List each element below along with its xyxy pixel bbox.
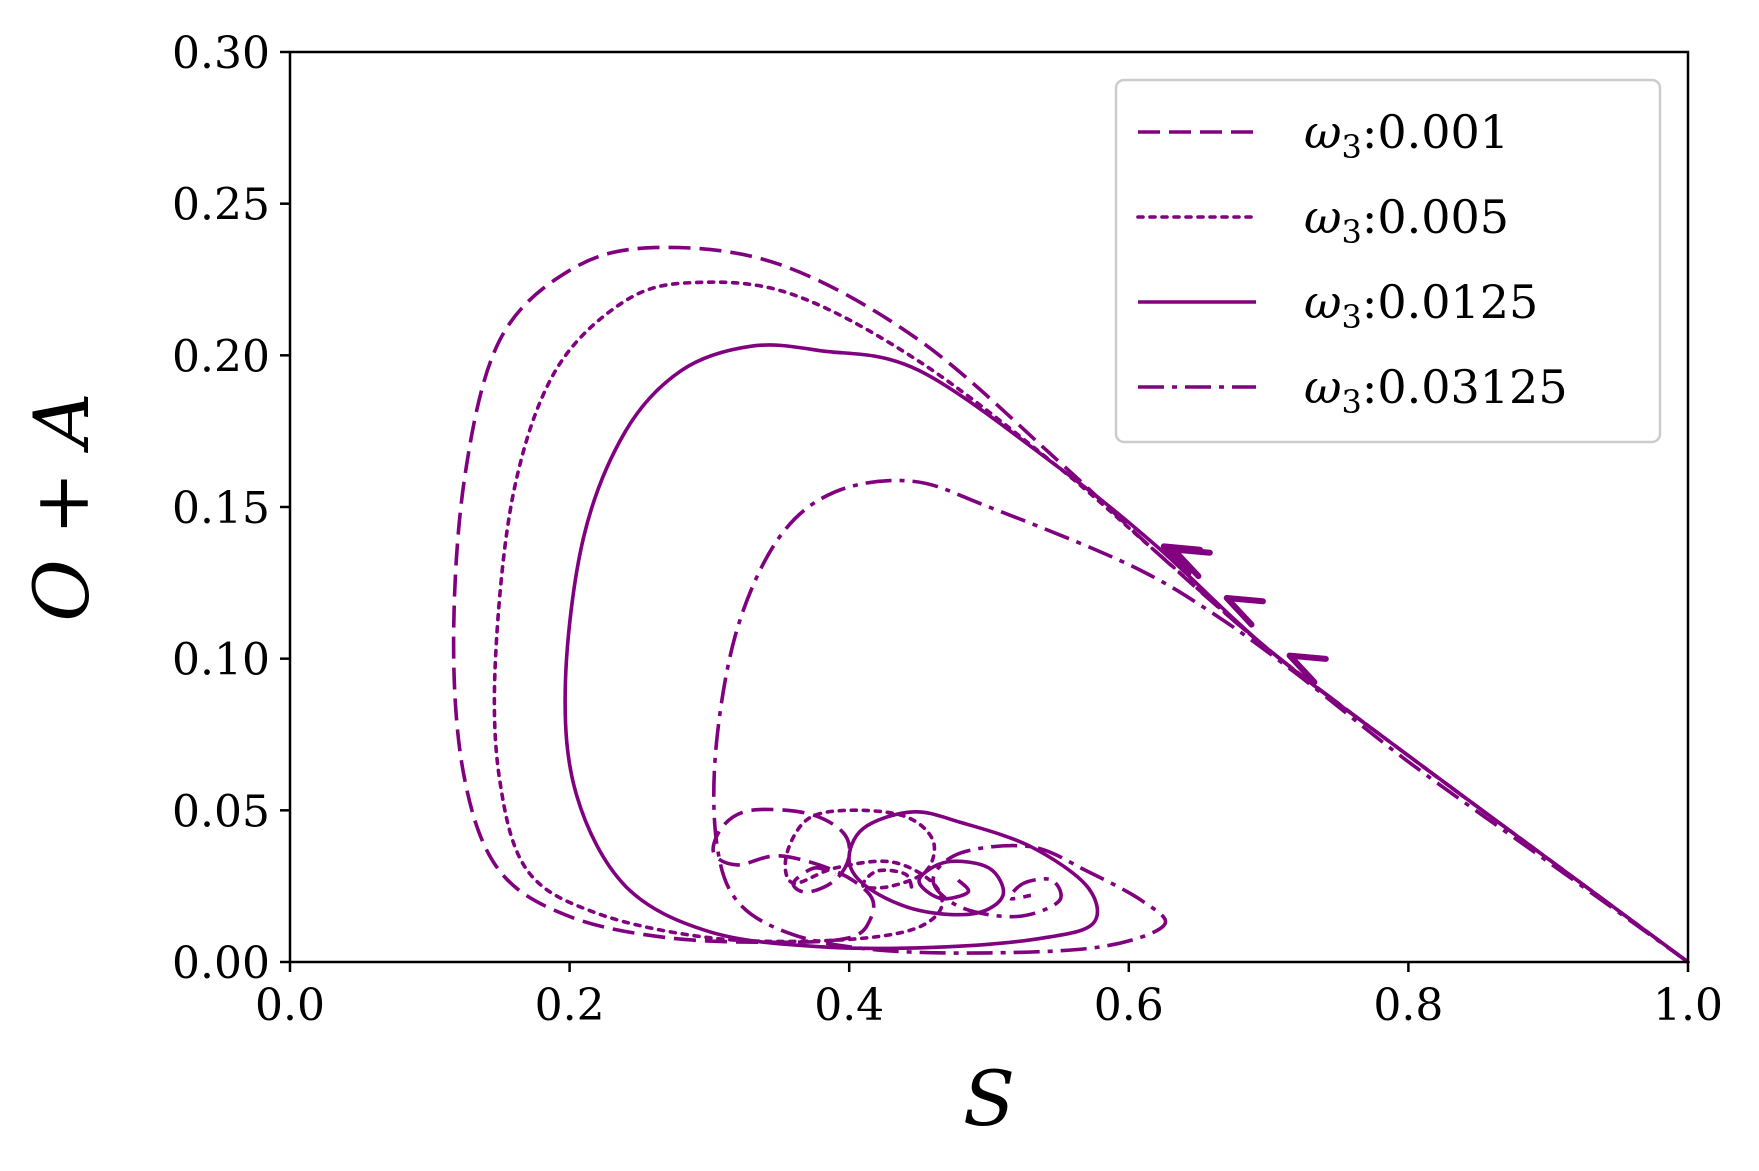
legend-label-3: ω3:0.03125 [1304,360,1568,421]
y-tick-label-1: 0.05 [172,786,270,837]
x-axis: 0.0 0.2 0.4 0.6 0.8 1.0 [255,962,1723,1031]
direction-arrow-3 [1286,652,1329,686]
legend-value-3: :0.03125 [1362,360,1568,414]
legend-value-1: :0.005 [1362,190,1509,244]
legend-value-0: :0.001 [1362,105,1509,159]
legend-symbol-2: ω [1304,275,1342,329]
y-tick-label-0: 0.00 [172,938,270,989]
legend-subscript-2: 3 [1342,298,1362,336]
y-tick-label-2: 0.10 [172,635,270,686]
legend-subscript-1: 3 [1342,213,1362,251]
legend-value-2: :0.0125 [1362,275,1538,329]
x-tick-label-1: 0.2 [535,980,605,1031]
y-tick-label-5: 0.25 [172,180,270,231]
x-tick-label-3: 0.6 [1094,980,1164,1031]
x-tick-label-2: 0.4 [814,980,884,1031]
legend-symbol-0: ω [1304,105,1342,159]
series-line-3 [711,478,1690,964]
arrows-layer [1160,543,1329,686]
legend-label-1: ω3:0.005 [1304,190,1509,251]
legend-label-2: ω3:0.0125 [1304,275,1538,336]
x-tick-label-4: 0.8 [1373,980,1443,1031]
y-axis: 0.00 0.05 0.10 0.15 0.20 0.25 0.30 [172,28,290,989]
y-tick-label-3: 0.15 [172,483,270,534]
series-line-1 [492,280,1690,964]
x-axis-label: S [963,1054,1015,1143]
legend-symbol-1: ω [1304,190,1342,244]
curves-layer [451,245,1690,964]
y-axis-label: O + A [17,392,106,621]
legend-subscript-0: 3 [1342,128,1362,166]
legend-box [1114,78,1662,444]
legend-symbol-3: ω [1304,360,1342,414]
direction-arrow-2 [1170,546,1213,580]
legend-label-0: ω3:0.001 [1304,105,1509,166]
y-tick-label-6: 0.30 [172,28,270,79]
x-tick-label-5: 1.0 [1653,980,1723,1031]
legend-subscript-3: 3 [1342,383,1362,421]
y-tick-label-4: 0.20 [172,331,270,382]
direction-arrow-1 [1223,595,1266,628]
x-tick-label-0: 0.0 [255,980,325,1031]
